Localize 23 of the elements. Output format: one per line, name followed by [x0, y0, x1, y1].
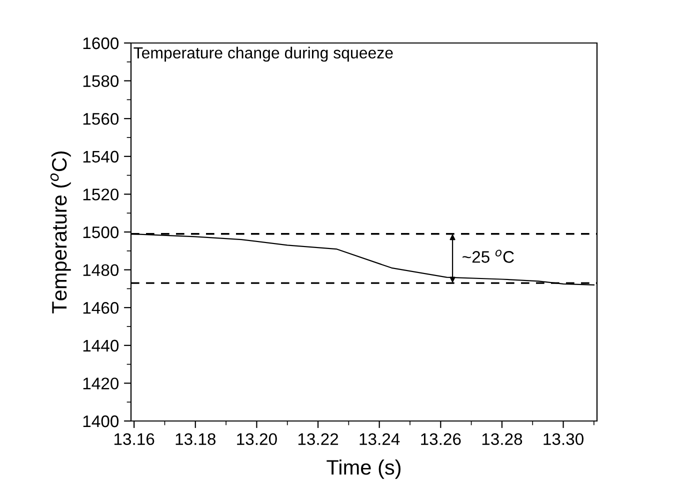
y-tick-label: 1560 — [83, 113, 119, 125]
x-tick-label: 13.18 — [176, 433, 216, 446]
y-tick-label: 1500 — [83, 226, 119, 238]
y-tick-label: 1400 — [83, 415, 119, 428]
x-tick-label: 13.30 — [544, 433, 584, 446]
annotation: ~25 $^{o}$C — [462, 250, 514, 263]
y-tick-label: 1440 — [83, 340, 119, 352]
y-tick-label: 1460 — [83, 302, 119, 314]
x-axis-title: Time (s) — [326, 459, 401, 479]
x-tick-label: 13.24 — [360, 433, 400, 446]
x-tick-label: 13.16 — [114, 433, 154, 446]
y-tick-label: 1580 — [83, 75, 119, 88]
y-tick-label: 1420 — [83, 378, 119, 390]
y-axis-title: Temperature ($^{o}$C) — [50, 152, 71, 314]
x-tick-label: 13.22 — [298, 433, 338, 446]
y-tick-label: 1480 — [83, 264, 119, 276]
y-tick-label: 1520 — [83, 188, 119, 200]
y-tick-label: 1600 — [83, 37, 119, 50]
chart-title: Temperature change during squeeze — [134, 46, 393, 62]
y-tick-label: 1540 — [83, 150, 119, 163]
x-tick-label: 13.20 — [237, 433, 277, 446]
x-tick-label: 13.26 — [421, 433, 461, 446]
x-tick-label: 13.28 — [482, 433, 522, 446]
